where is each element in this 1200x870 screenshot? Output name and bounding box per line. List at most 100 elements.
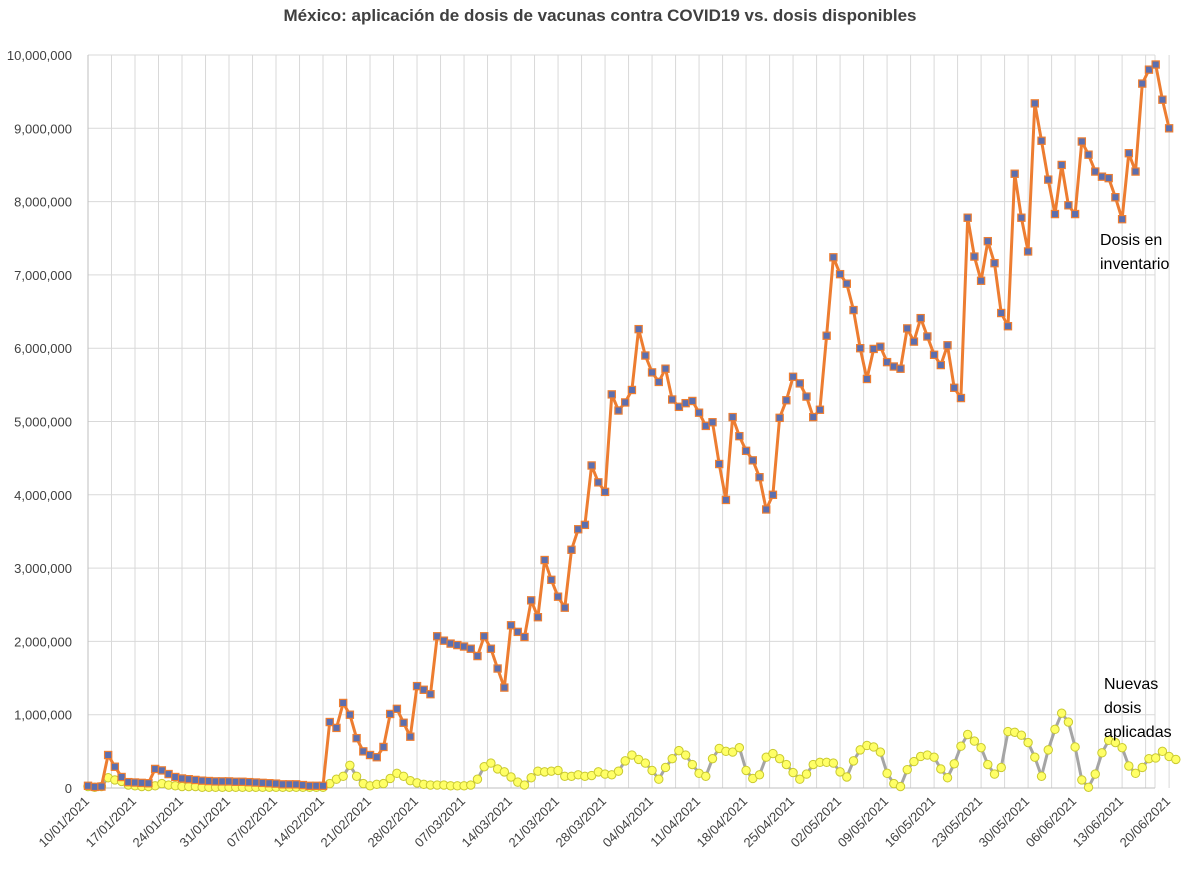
applied-doses-point xyxy=(701,771,711,781)
series-inventory-doses xyxy=(83,60,1174,792)
applied-doses-point xyxy=(1050,724,1060,735)
applied-doses-point xyxy=(962,729,973,740)
applied-doses-point xyxy=(1083,782,1094,792)
inventory-doses-point xyxy=(573,525,583,534)
inventory-doses-point xyxy=(332,723,341,733)
inventory-doses-point xyxy=(748,456,757,465)
inventory-doses-point xyxy=(795,379,804,388)
inventory-doses-point xyxy=(614,406,623,415)
inventory-doses-point xyxy=(896,364,905,373)
inventory-doses-point xyxy=(728,412,737,422)
inventory-doses-point xyxy=(647,368,657,377)
inventory-doses-point xyxy=(600,487,610,497)
inventory-doses-point xyxy=(815,405,825,414)
inventory-doses-point xyxy=(721,495,731,505)
inventory-doses-point xyxy=(352,733,361,743)
inventory-doses-point xyxy=(755,473,764,482)
inventory-doses-point xyxy=(903,324,912,333)
applied-doses-point xyxy=(842,772,852,782)
applied-doses-point xyxy=(674,745,684,756)
applied-doses-point xyxy=(996,762,1006,773)
inventory-doses-point xyxy=(533,613,543,622)
inventory-doses-point xyxy=(943,341,952,350)
inventory-doses-point xyxy=(876,342,885,351)
inventory-annotation: Dosis en inventario xyxy=(1100,229,1169,277)
inventory-doses-point xyxy=(956,393,966,403)
inventory-doses-point xyxy=(486,644,496,653)
applied-doses-point xyxy=(1043,745,1053,755)
applied-doses-point xyxy=(526,773,536,783)
inventory-doses-point xyxy=(479,632,489,641)
inventory-doses-point xyxy=(1158,95,1167,104)
applied-doses-point xyxy=(1023,737,1033,748)
inventory-doses-point xyxy=(741,446,751,456)
y-tick-label: 3,000,000 xyxy=(14,561,72,576)
inventory-doses-point xyxy=(1091,167,1100,176)
inventory-doses-point xyxy=(923,332,932,341)
inventory-doses-point xyxy=(426,689,435,699)
inventory-doses-point xyxy=(372,753,381,762)
applied-doses-point xyxy=(1090,769,1100,779)
inventory-doses-point xyxy=(1117,214,1127,224)
applied-doses-point xyxy=(936,764,946,774)
inventory-doses-point xyxy=(856,344,865,353)
applied-doses-point xyxy=(868,742,879,752)
applied-doses-point xyxy=(989,769,1000,779)
inventory-doses-point xyxy=(862,374,872,384)
applied-doses-point xyxy=(345,760,355,770)
applied-doses-point xyxy=(613,766,624,776)
inventory-doses-point xyxy=(110,762,120,771)
inventory-doses-point xyxy=(338,698,348,708)
inventory-doses-point xyxy=(1064,201,1073,210)
inventory-doses-point xyxy=(1023,247,1033,256)
inventory-doses-point xyxy=(788,372,798,381)
inventory-doses-point xyxy=(997,308,1006,318)
inventory-doses-point xyxy=(1044,175,1053,184)
inventory-doses-point xyxy=(849,305,858,315)
inventory-doses-point xyxy=(1050,209,1060,219)
inventory-doses-point xyxy=(882,357,892,367)
applied-doses-point xyxy=(1097,748,1107,758)
applied-doses-point xyxy=(1070,742,1080,752)
inventory-doses-point xyxy=(553,592,563,601)
applied-doses-point xyxy=(687,759,698,770)
applied-doses-point xyxy=(647,765,657,776)
applied-doses-point xyxy=(627,750,637,760)
applied-doses-point xyxy=(942,773,953,783)
applied-doses-point xyxy=(956,741,966,751)
applied-doses-point xyxy=(1110,737,1121,748)
inventory-doses-point xyxy=(399,718,408,727)
applied-doses-point xyxy=(875,747,886,757)
y-tick-label: 8,000,000 xyxy=(14,195,72,210)
applied-doses-point xyxy=(351,771,362,781)
applied-doses-point xyxy=(1171,754,1181,765)
inventory-doses-point xyxy=(103,750,113,760)
applied-doses-point xyxy=(976,742,986,753)
inventory-doses-point xyxy=(1010,169,1019,178)
applied-doses-point xyxy=(506,772,516,782)
inventory-doses-point xyxy=(345,710,355,719)
inventory-doses-point xyxy=(385,709,395,719)
inventory-doses-point xyxy=(1111,193,1120,202)
applied-doses-point xyxy=(1063,717,1074,727)
inventory-doses-point xyxy=(432,632,442,641)
applied-doses-point xyxy=(1157,746,1168,757)
applied-doses-point xyxy=(727,747,738,757)
inventory-doses-point xyxy=(580,520,590,530)
applied-doses-point xyxy=(1124,761,1134,771)
applied-doses-point xyxy=(1077,775,1087,785)
inventory-doses-point xyxy=(694,408,704,417)
x-tick-label: 20/06/2021 xyxy=(1117,794,1174,851)
inventory-doses-point xyxy=(708,418,717,427)
applied-doses-point xyxy=(895,781,906,792)
inventory-doses-point xyxy=(735,431,744,441)
applied-doses-point xyxy=(855,745,865,755)
applied-doses-point xyxy=(378,778,389,789)
applied-doses-point xyxy=(788,767,798,778)
applied-doses-point xyxy=(835,767,845,777)
applied-doses-point xyxy=(660,762,671,773)
inventory-doses-point xyxy=(318,781,328,791)
inventory-doses-point xyxy=(547,575,556,585)
inventory-doses-point xyxy=(1144,65,1154,74)
applied-doses-point xyxy=(1130,768,1141,779)
